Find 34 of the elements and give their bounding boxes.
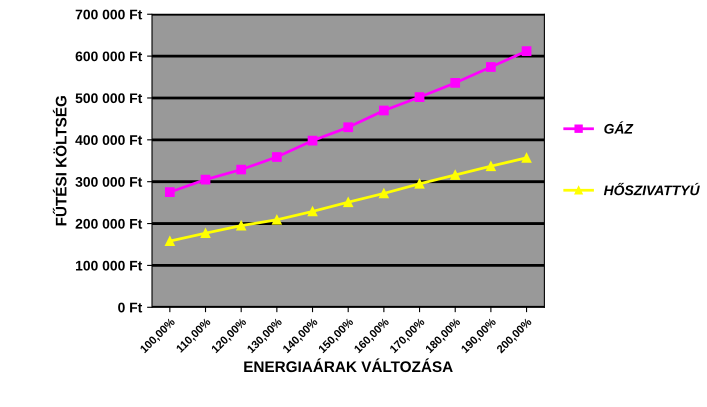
point	[414, 92, 424, 102]
point	[522, 152, 532, 163]
point	[486, 62, 496, 72]
y-tick-label: 600 000 Ft	[76, 51, 142, 62]
y-tick-label: 700 000 Ft	[76, 10, 142, 20]
point	[308, 206, 318, 216]
point	[272, 152, 282, 162]
y-tick-label: 300 000 Ft	[75, 177, 142, 187]
y-tick-label: 100 000 Ft	[76, 260, 142, 271]
point	[236, 164, 246, 174]
point	[343, 197, 354, 208]
point	[164, 187, 175, 198]
point	[522, 46, 532, 56]
legend-label: GÁZ	[604, 121, 634, 134]
point	[414, 178, 424, 189]
point	[200, 174, 210, 184]
point	[450, 170, 460, 180]
point	[450, 78, 460, 88]
y-tick-label: 400 000 Ft	[75, 135, 142, 146]
point	[308, 136, 318, 146]
legend-label: HŐSZIVATTYÚ	[604, 182, 700, 196]
y-tick-label: 200 000 Ft	[76, 218, 142, 229]
point	[236, 220, 246, 231]
point	[379, 106, 389, 116]
y-axis-title: FŰTÉSI KÖLTSÉG	[52, 96, 67, 226]
x-axis-title: ENERGIAÁRAK VÁLTOZÁSA	[244, 358, 453, 372]
point	[272, 214, 282, 225]
y-tick-label: 0 Ft	[118, 302, 142, 312]
point	[379, 188, 389, 198]
point	[343, 122, 354, 132]
point	[164, 236, 175, 246]
point	[486, 161, 496, 172]
y-tick-label: 500 000 Ft	[76, 93, 142, 104]
point	[200, 228, 210, 238]
